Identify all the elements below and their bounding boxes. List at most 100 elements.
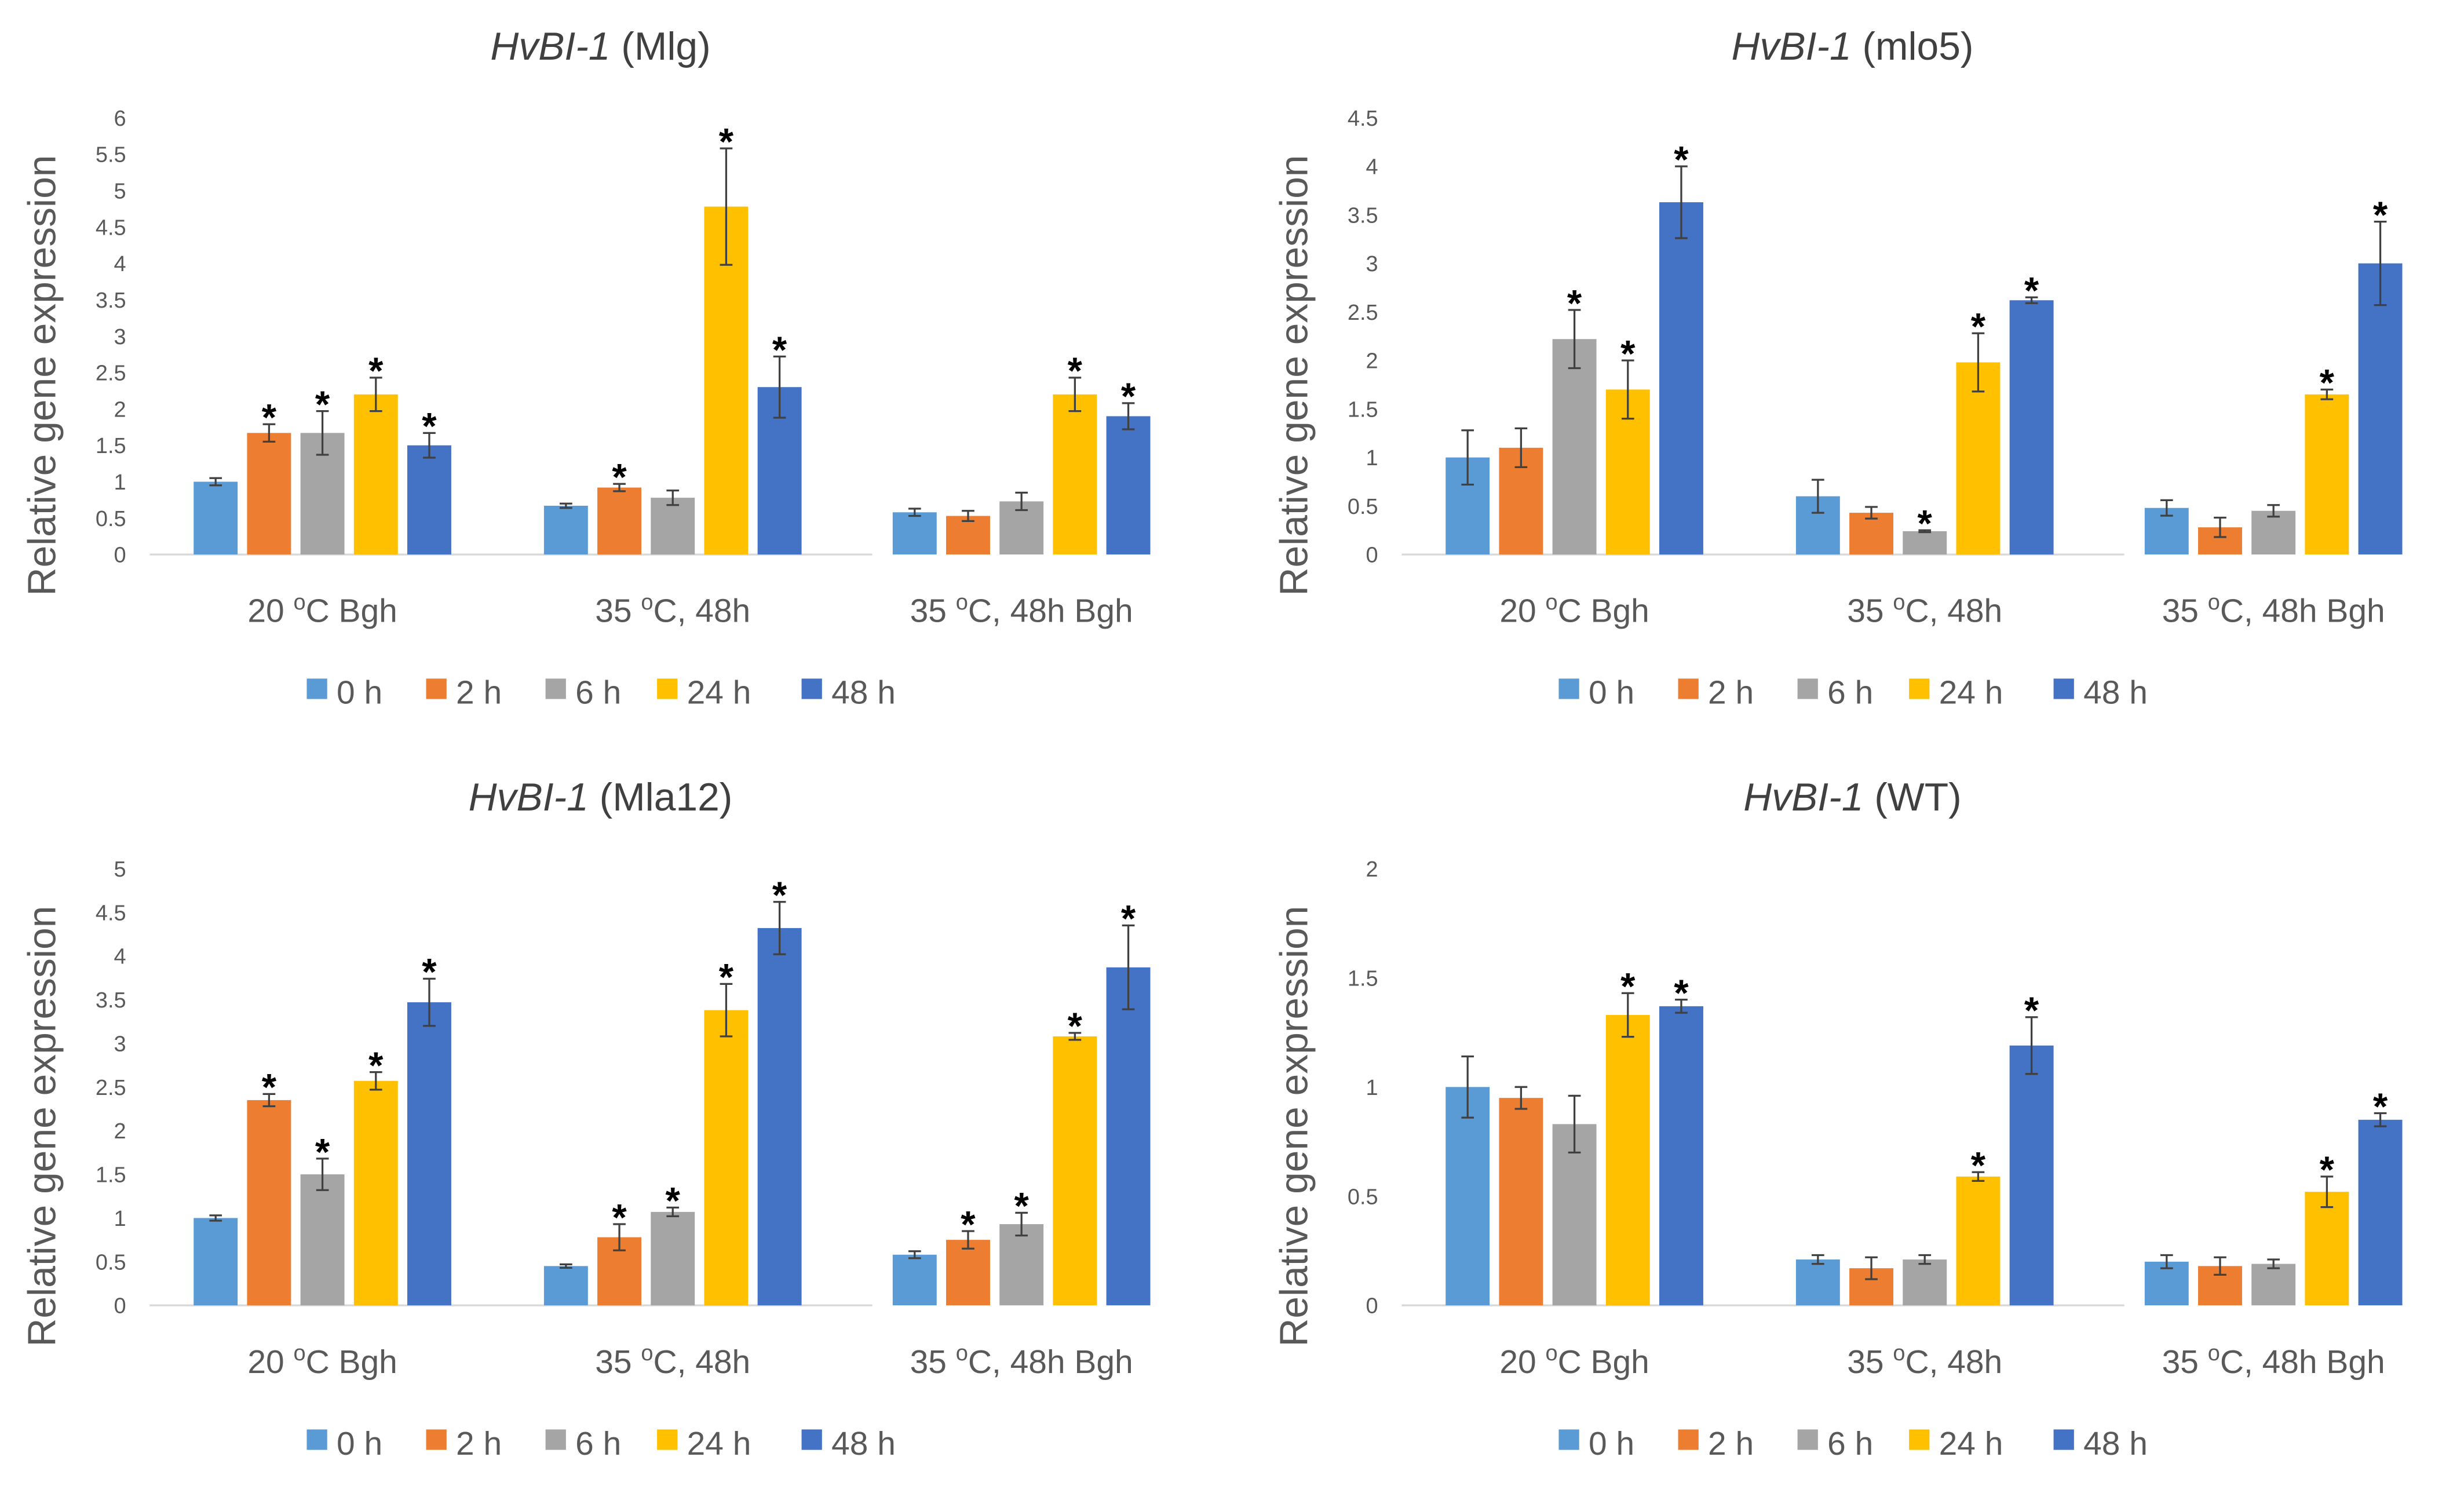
error-bar — [1675, 165, 1688, 239]
y-tick-label: 2.5 — [96, 1076, 126, 1100]
significance-marker: * — [1674, 972, 1689, 1014]
x-category-label: 20 oC Bgh — [247, 1341, 397, 1381]
legend-label: 6 h — [1827, 674, 1873, 711]
error-bar — [962, 1230, 974, 1250]
category-suffix: C Bgh — [306, 593, 397, 630]
bar — [999, 1224, 1044, 1306]
legend-swatch — [1678, 1429, 1699, 1450]
y-tick-label: 5.5 — [96, 143, 126, 167]
title-gene: HvBI-1 — [469, 776, 589, 819]
legend-swatch — [1797, 678, 1818, 699]
y-axis-label: Relative gene expression — [1273, 906, 1316, 1347]
title-genotype: (Mlg) — [610, 25, 710, 68]
y-tick-label: 2.5 — [96, 362, 126, 386]
category-superscript: o — [641, 1341, 653, 1365]
bar — [543, 505, 588, 555]
legend-swatch — [426, 678, 447, 699]
bar — [892, 1254, 937, 1306]
y-tick-label: 6 — [114, 107, 126, 131]
significance-marker: * — [2373, 193, 2388, 236]
category-suffix: C Bgh — [306, 1343, 397, 1381]
legend-label: 0 h — [337, 1425, 382, 1462]
significance-marker: * — [368, 1045, 384, 1087]
legend-label: 24 h — [1939, 674, 2003, 711]
chart-title: HvBI-1 (Mla12) — [469, 776, 733, 819]
category-suffix: C, 48h — [1906, 593, 2003, 630]
legend-swatch — [657, 678, 678, 699]
category-suffix: C, 48h Bgh — [2220, 1343, 2385, 1381]
category-prefix: 35 — [2162, 1343, 2208, 1381]
title-genotype: (mlo5) — [1852, 25, 1974, 68]
y-tick-label: 2 — [1366, 857, 1378, 882]
y-axis-label: Relative gene expression — [21, 155, 64, 596]
bar — [1903, 1259, 1947, 1306]
significance-marker: * — [422, 951, 437, 993]
error-bar — [316, 1158, 329, 1191]
category-superscript: o — [956, 1341, 968, 1365]
category-superscript: o — [2208, 590, 2220, 615]
error-bar — [1122, 402, 1135, 430]
title-gene: HvBI-1 — [1732, 25, 1852, 68]
error-bar — [2374, 1112, 2387, 1127]
significance-marker: * — [1971, 1144, 1986, 1186]
bar — [946, 1240, 990, 1306]
legend-swatch — [426, 1429, 447, 1450]
y-tick-label: 2 — [1366, 349, 1378, 374]
error-bar — [369, 1071, 382, 1091]
bar — [247, 1100, 291, 1306]
y-tick-label: 0.5 — [96, 1250, 126, 1275]
error-bar — [2160, 1254, 2173, 1269]
legend-swatch — [1797, 1429, 1818, 1450]
significance-marker: * — [2024, 269, 2039, 312]
bar — [1795, 1259, 1840, 1306]
bar — [407, 445, 451, 555]
bar — [1552, 339, 1597, 555]
error-bar — [1068, 377, 1082, 412]
error-bar — [560, 502, 572, 509]
bar — [1659, 202, 1703, 555]
significance-marker: * — [719, 956, 734, 998]
category-suffix: C Bgh — [1558, 593, 1649, 630]
error-bar — [720, 983, 733, 1038]
x-category-label: 35 oC, 48h — [1847, 1341, 2002, 1381]
significance-marker: * — [666, 1180, 681, 1222]
y-tick-label: 1.5 — [1348, 966, 1378, 991]
error-bar — [209, 477, 222, 487]
category-superscript: o — [641, 590, 653, 615]
significance-marker: * — [2320, 362, 2335, 404]
bar — [1053, 394, 1097, 555]
bar — [2009, 1045, 2054, 1306]
error-bar — [2160, 499, 2173, 517]
error-bar — [908, 1250, 921, 1259]
category-prefix: 35 — [910, 1343, 956, 1381]
error-bar — [1865, 1256, 1878, 1280]
bar — [2358, 263, 2403, 555]
bar — [597, 487, 642, 555]
legend-swatch — [657, 1429, 678, 1450]
error-bar — [1122, 924, 1135, 1010]
bar — [2009, 300, 2054, 555]
legend-swatch — [1558, 678, 1579, 699]
bar — [1106, 967, 1151, 1306]
error-bar — [962, 510, 974, 522]
legend-label: 6 h — [575, 674, 621, 711]
y-tick-label: 0 — [1366, 1294, 1378, 1319]
significance-marker: * — [1918, 502, 1933, 545]
significance-marker: * — [1620, 965, 1636, 1007]
category-superscript: o — [294, 590, 306, 615]
bar — [194, 481, 238, 555]
legend-label: 48 h — [2083, 1425, 2148, 1462]
bar — [1053, 1036, 1097, 1306]
category-prefix: 35 — [595, 593, 641, 630]
category-suffix: C, 48h — [654, 593, 751, 630]
y-tick-label: 3 — [114, 325, 126, 349]
y-tick-label: 0.5 — [1348, 1185, 1378, 1209]
bar — [1605, 1014, 1650, 1306]
significance-marker: * — [1014, 1185, 1030, 1227]
legend-swatch — [2053, 678, 2074, 699]
significance-marker: * — [315, 383, 330, 425]
x-category-label: 20 oC Bgh — [247, 590, 397, 630]
significance-marker: * — [612, 456, 627, 498]
error-bar — [1918, 529, 1932, 534]
y-tick-label: 1.5 — [96, 1163, 126, 1188]
